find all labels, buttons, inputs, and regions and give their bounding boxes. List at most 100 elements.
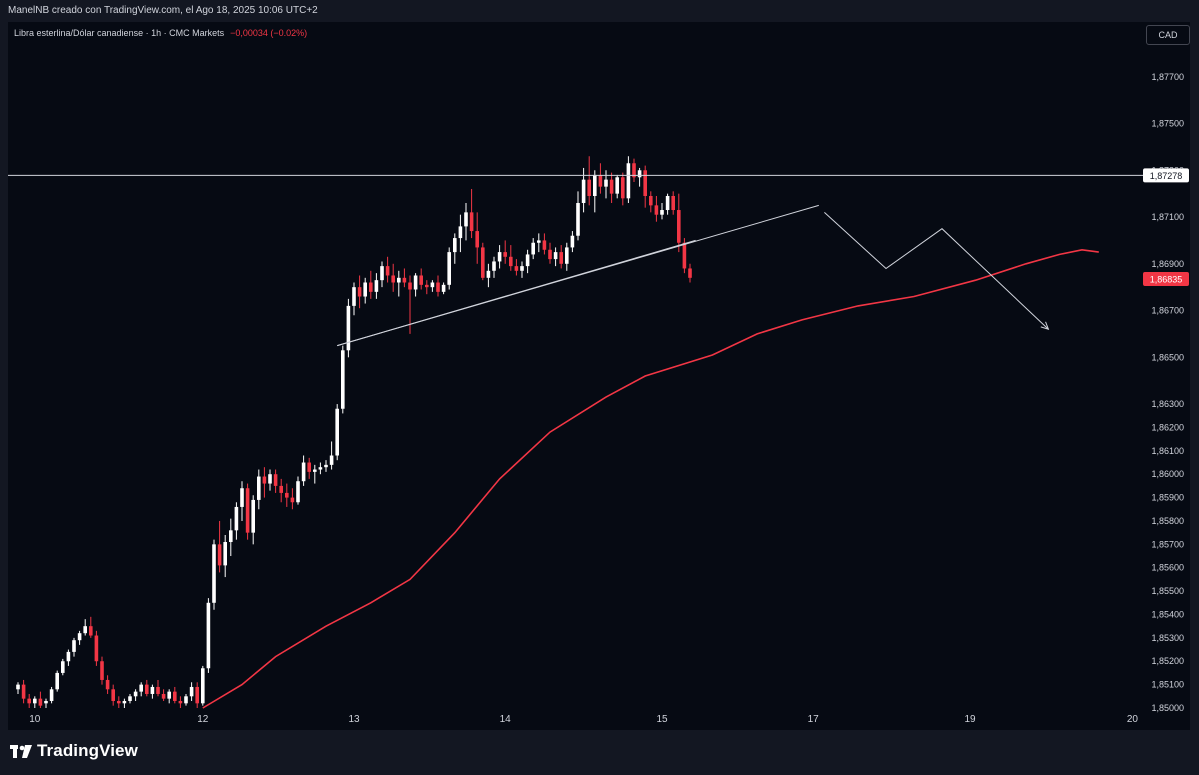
candle: [520, 261, 524, 278]
candle-body: [161, 693, 166, 699]
chart-panel[interactable]: 1,877001,875001,873001,871001,869001,867…: [8, 22, 1190, 730]
candle-body: [559, 252, 563, 264]
candle: [257, 469, 261, 510]
candle: [548, 242, 552, 264]
candle-body: [273, 474, 278, 486]
candle: [425, 280, 429, 295]
candle: [206, 598, 211, 673]
candle: [27, 693, 31, 708]
price-change: −0,00034 (−0.02%): [230, 28, 308, 38]
candle-body: [677, 210, 681, 243]
candle-body: [587, 179, 591, 196]
candle: [475, 212, 479, 264]
y-axis-tick-label: 1,85100: [1151, 680, 1184, 690]
candle: [55, 670, 59, 692]
candle-body: [66, 651, 71, 662]
candle-body: [55, 672, 59, 690]
y-axis-tick-label: 1,87700: [1151, 72, 1184, 82]
candle-body: [296, 481, 300, 503]
candle: [441, 282, 446, 295]
symbol-legend[interactable]: Libra esterlina/Dólar canadiense · 1h · …: [14, 28, 307, 38]
y-axis-tick-label: 1,86500: [1151, 352, 1184, 362]
candle-body: [609, 179, 614, 194]
tradingview-logo[interactable]: TradingView: [10, 741, 138, 761]
candle: [570, 231, 575, 253]
candle-body: [89, 626, 93, 636]
candle-body: [307, 462, 311, 472]
credit-text: ManelNB creado con TradingView.com, el A…: [8, 5, 318, 16]
candle-body: [217, 544, 222, 566]
candle: [72, 637, 76, 657]
candles-layer: [16, 156, 692, 708]
candle-body: [150, 686, 155, 694]
candle-body: [346, 305, 351, 351]
candle-body: [285, 492, 289, 498]
x-axis-tick-label: 17: [808, 714, 820, 725]
candle: [481, 242, 485, 281]
y-axis-tick-label: 1,86200: [1151, 422, 1184, 432]
candle-body: [654, 205, 659, 215]
y-axis-tick-label: 1,86100: [1151, 446, 1184, 456]
candle: [542, 233, 547, 255]
candle: [671, 191, 675, 215]
candle: [514, 259, 519, 276]
candle-body: [268, 474, 272, 484]
y-axis-tick-label: 1,87500: [1151, 119, 1184, 129]
candle-body: [223, 542, 227, 566]
candle: [229, 518, 233, 557]
candle-body: [469, 212, 474, 232]
candle-body: [133, 691, 138, 697]
price-chart[interactable]: 1,877001,875001,873001,871001,869001,867…: [8, 22, 1190, 730]
candle: [464, 203, 468, 241]
y-axis-tick-label: 1,85900: [1151, 493, 1184, 503]
candle-body: [453, 238, 457, 253]
candle-body: [195, 686, 199, 704]
candle: [77, 630, 82, 645]
candle: [537, 233, 541, 253]
candle-body: [391, 275, 395, 283]
y-axis-tick-label: 1,86900: [1151, 259, 1184, 269]
candle-body: [61, 661, 65, 673]
candle: [531, 238, 535, 260]
candle-body: [660, 210, 664, 215]
moving-average-line: [202, 248, 1099, 709]
candle-body: [548, 249, 552, 260]
candle-body: [139, 684, 143, 692]
candle-body: [33, 698, 37, 704]
candle: [665, 193, 670, 215]
currency-button[interactable]: CAD: [1146, 25, 1190, 45]
candle: [178, 696, 183, 708]
candle: [576, 191, 580, 241]
x-axis-tick-label: 14: [500, 714, 512, 725]
candle: [290, 488, 295, 510]
candle: [581, 167, 586, 213]
candle: [609, 172, 614, 204]
x-axis-tick-label: 12: [197, 714, 209, 725]
price-label-text: 1,87278: [1150, 171, 1183, 181]
candle-body: [44, 700, 48, 704]
y-axis-tick-label: 1,87100: [1151, 212, 1184, 222]
candle-body: [542, 240, 547, 250]
candle: [593, 170, 597, 213]
x-axis-tick-label: 10: [29, 714, 41, 725]
candle-body: [643, 170, 647, 196]
candle: [128, 693, 132, 704]
candle: [150, 684, 155, 699]
candle: [318, 462, 323, 475]
candle-body: [206, 602, 211, 669]
candle: [156, 679, 160, 697]
candle: [341, 345, 345, 414]
candle-body: [38, 698, 43, 706]
candle-body: [27, 698, 31, 704]
candle-body: [397, 277, 401, 283]
y-axis-tick-label: 1,85500: [1151, 586, 1184, 596]
candle: [486, 263, 491, 288]
candle: [44, 698, 48, 708]
candle-body: [598, 174, 603, 187]
candle: [374, 273, 379, 299]
candle-body: [649, 195, 653, 206]
candle-body: [329, 455, 334, 465]
candle-body: [408, 282, 412, 290]
candle-body: [357, 287, 362, 297]
candle: [615, 174, 619, 199]
